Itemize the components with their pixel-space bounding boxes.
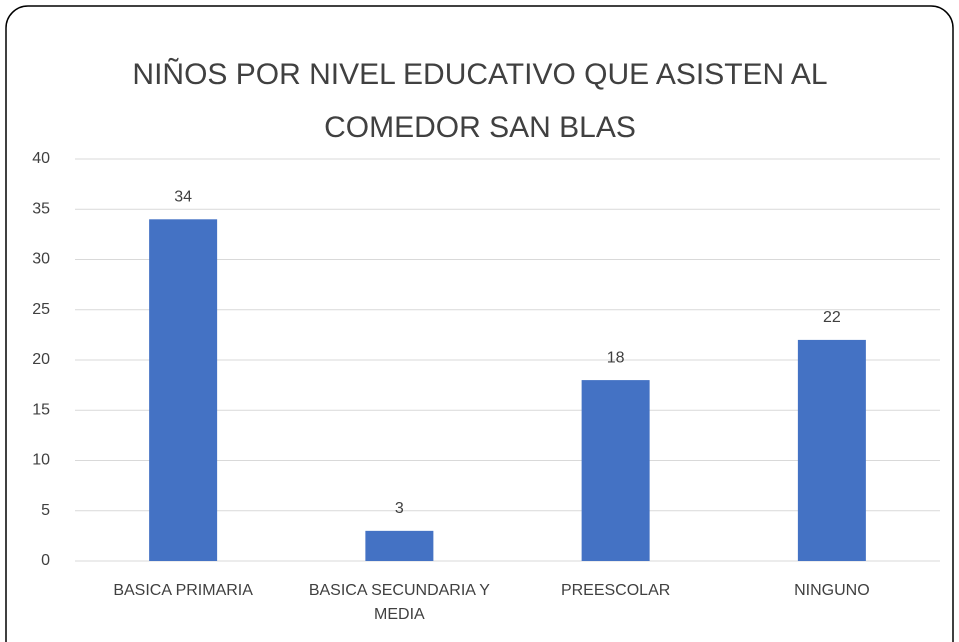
y-tick-label: 15: [32, 401, 50, 418]
chart-title: COMEDOR SAN BLAS: [324, 111, 636, 144]
y-tick-label: 20: [32, 351, 50, 368]
y-tick-label: 30: [32, 251, 50, 268]
data-label: 22: [823, 309, 841, 326]
bar: [149, 219, 218, 562]
bar: [365, 530, 434, 561]
data-label: 18: [607, 349, 625, 366]
y-tick-label: 10: [32, 452, 50, 469]
bar: [581, 380, 650, 561]
y-tick-label: 35: [32, 200, 50, 217]
chart-border: [5, 5, 954, 642]
y-tick-label: 0: [41, 552, 50, 569]
y-tick-label: 40: [32, 150, 50, 167]
bar: [797, 339, 866, 561]
x-tick-label: BASICA PRIMARIA: [113, 582, 253, 599]
data-label: 34: [174, 189, 192, 206]
y-tick-label: 5: [41, 502, 50, 519]
x-tick-label: NINGUNO: [794, 582, 870, 599]
x-tick-label: BASICA SECUNDARIA Y MEDIA: [308, 582, 490, 623]
chart-title: NIÑOS POR NIVEL EDUCATIVO QUE ASISTEN AL: [132, 57, 827, 91]
y-tick-label: 25: [32, 301, 50, 318]
x-tick-label: PREESCOLAR: [560, 582, 671, 599]
data-label: 3: [395, 500, 404, 517]
